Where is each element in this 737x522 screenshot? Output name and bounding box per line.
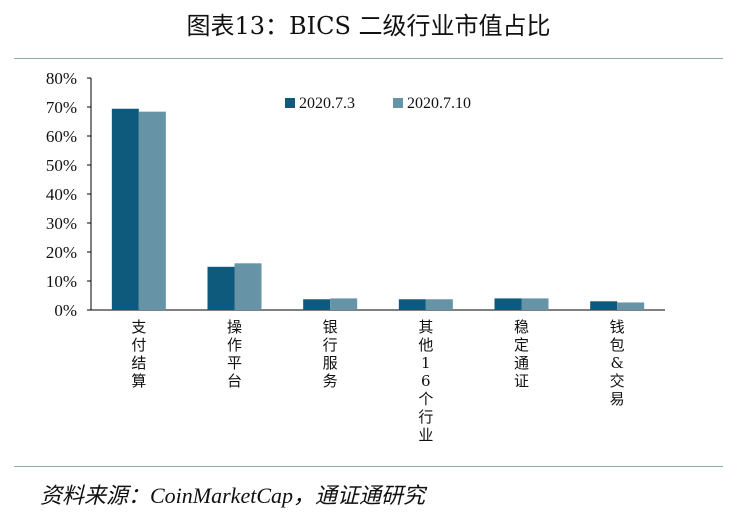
category-label: 稳定通证 [514,318,529,390]
y-tick-label: 0% [54,301,77,320]
y-tick-label: 70% [46,98,77,117]
y-tick-label: 20% [46,243,77,262]
y-tick-label: 50% [46,156,77,175]
bottom-divider [14,466,723,467]
category-label: 操作平台 [227,318,242,390]
bar [303,299,331,310]
legend-label: 2020.7.10 [407,95,471,112]
bar [207,266,235,310]
y-tick-label: 30% [46,214,77,233]
bar [330,298,358,310]
bar [111,108,139,311]
bar [234,263,262,310]
bar [521,298,549,310]
bar [494,298,522,310]
category-label: 其他 1 6 个行业 [418,318,433,444]
category-label: 银行服务 [323,318,338,390]
bar [617,302,645,310]
bar [138,111,166,310]
y-tick-label: 40% [46,185,77,204]
chart-title: 图表13：BICS 二级行业市值占比 [186,12,551,40]
bar [590,301,618,310]
y-tick-label: 10% [46,272,77,291]
category-label: 钱包&交易 [610,318,625,408]
top-divider [14,58,723,59]
legend-swatch [393,98,403,108]
source-note: 资料来源：CoinMarketCap，通证通研究 [40,483,425,508]
y-tick-label: 60% [46,127,77,146]
legend-swatch [285,98,295,108]
y-tick-label: 80% [46,69,77,88]
bar [425,299,453,310]
category-label: 支付结算 [131,318,146,390]
bar [398,299,426,310]
legend-label: 2020.7.3 [299,95,355,112]
